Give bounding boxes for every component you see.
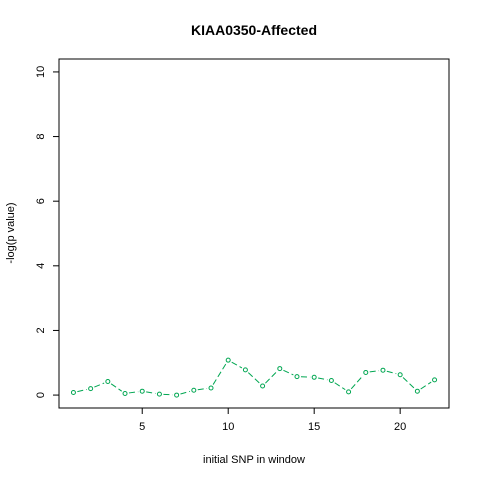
y-tick-label: 2 (35, 327, 47, 333)
data-point (380, 367, 386, 373)
data-point (432, 377, 438, 383)
data-point (346, 389, 352, 395)
series-line-segment (110, 383, 123, 392)
series-line-segment (265, 371, 278, 384)
series-line-segment (197, 387, 208, 391)
series-line-segment (128, 391, 139, 394)
series-line-segment (163, 393, 173, 396)
series-line-segment (212, 363, 227, 385)
series-line-segment (283, 369, 294, 376)
y-tick-label: 4 (35, 263, 47, 269)
series-line-segment (180, 390, 191, 395)
data-point (397, 372, 403, 378)
plot-area (58, 58, 450, 409)
chart-title: KIAA0350-Affected (191, 22, 317, 38)
data-point (363, 369, 369, 375)
data-point (260, 383, 266, 389)
series-line-segment (231, 361, 243, 369)
data-point (88, 386, 94, 392)
series-line-segment (318, 377, 328, 381)
x-tick-label: 10 (222, 421, 234, 433)
series-line-segment (94, 382, 105, 388)
y-tick-label: 6 (35, 198, 47, 204)
data-point (294, 374, 300, 380)
data-point (139, 388, 145, 394)
series-line-segment (77, 389, 87, 393)
series-line-segment (146, 391, 156, 394)
data-point (122, 390, 128, 396)
data-point (208, 385, 214, 391)
data-point (156, 391, 162, 397)
data-point (311, 374, 317, 380)
y-tick-label: 0 (35, 392, 47, 398)
y-tick-label: 8 (35, 133, 47, 139)
series-line-segment (350, 375, 364, 390)
series-layer (70, 357, 438, 398)
y-tick-label: 10 (35, 66, 47, 78)
series-line-segment (369, 370, 380, 373)
x-tick-label: 5 (139, 421, 145, 433)
data-point (328, 378, 334, 384)
data-point (105, 379, 111, 385)
data-point (414, 388, 420, 394)
data-point (225, 357, 231, 363)
series-line-segment (247, 372, 261, 384)
y-axis: 0 2 4 6 8 10 (35, 66, 60, 398)
x-axis: 5 10 15 20 (139, 407, 406, 433)
x-tick-label: 20 (394, 421, 406, 433)
series-line-segment (420, 381, 432, 390)
data-point (242, 367, 248, 373)
series-line-segment (402, 377, 415, 389)
data-point (191, 387, 197, 393)
data-point (277, 366, 283, 372)
y-axis-label: -log(p value) (5, 202, 17, 263)
x-axis-label: initial SNP in window (203, 454, 305, 466)
series-line-segment (334, 382, 346, 391)
x-tick-label: 15 (308, 421, 320, 433)
data-point (70, 389, 76, 395)
series-line-segment (386, 370, 397, 375)
data-point (174, 392, 180, 398)
